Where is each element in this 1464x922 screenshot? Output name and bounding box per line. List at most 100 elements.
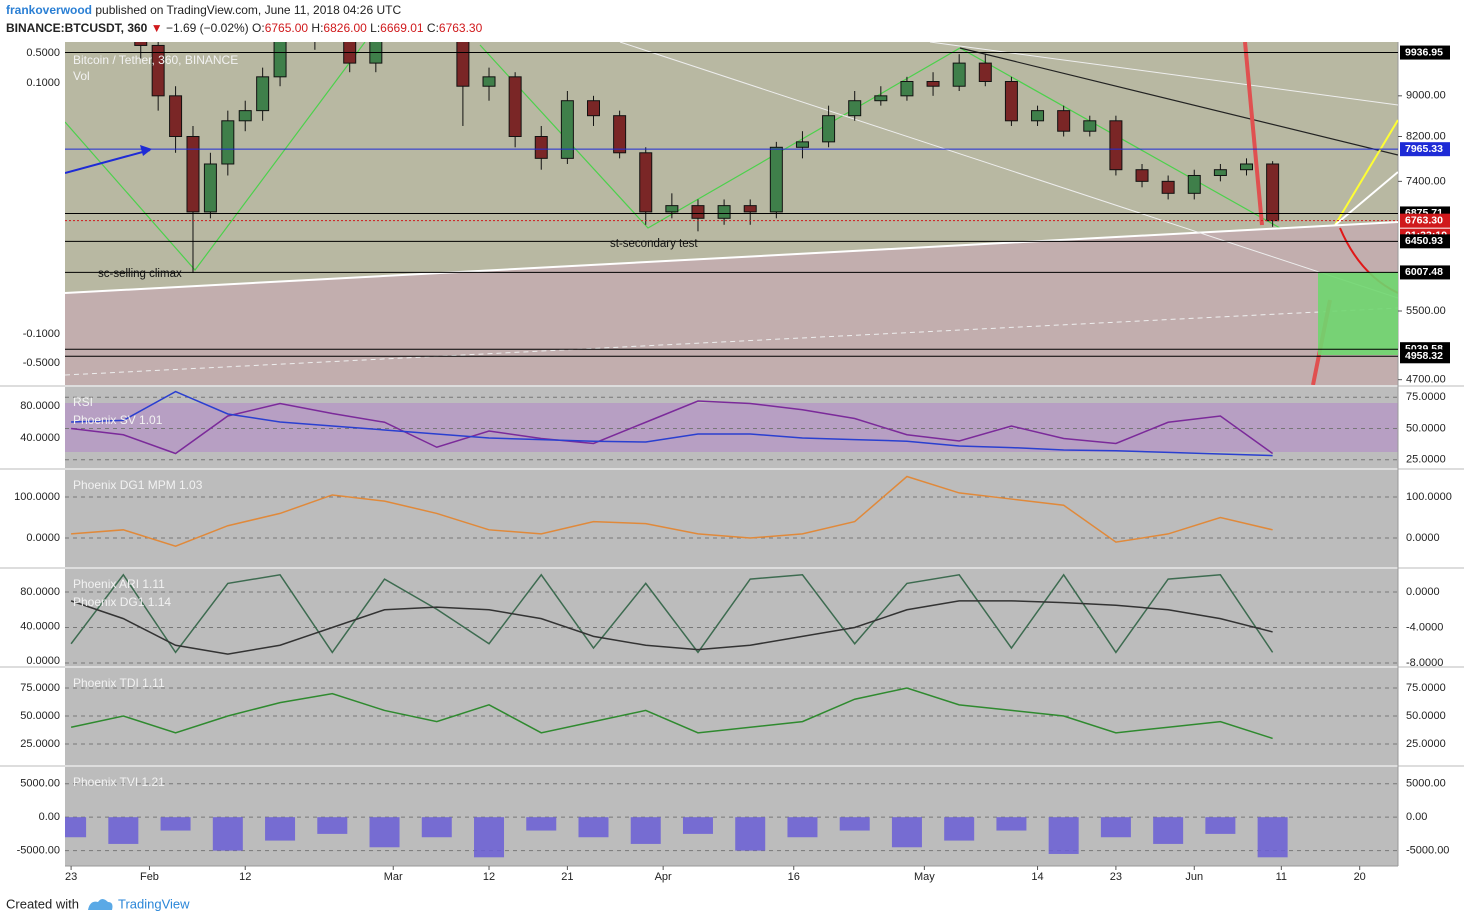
series-line bbox=[70, 687, 1273, 740]
bar bbox=[474, 817, 505, 858]
price-tag-label: 6763.30 bbox=[1405, 214, 1443, 226]
y-tick-label-left: 5000.00 bbox=[20, 778, 60, 790]
price-panel bbox=[65, 8, 1398, 357]
legend-entry: Phoenix SV 1.01 bbox=[73, 413, 163, 427]
bar bbox=[1153, 817, 1184, 844]
bar bbox=[317, 817, 348, 834]
bar bbox=[839, 817, 870, 831]
candle-body bbox=[508, 76, 522, 137]
y-tick-label: -8.0000 bbox=[1406, 657, 1443, 669]
tvi-panel bbox=[65, 783, 1398, 858]
chart-title: Bitcoin / Tether, 360, BINANCE bbox=[73, 53, 238, 67]
price-tag-label: 9936.95 bbox=[1405, 46, 1443, 58]
brand[interactable]: TradingView bbox=[118, 896, 190, 911]
low: 6669.01 bbox=[380, 21, 424, 35]
candle-body bbox=[186, 135, 200, 213]
series-line bbox=[71, 475, 1273, 548]
lower-zone bbox=[65, 222, 1398, 385]
open-label: O: bbox=[252, 21, 265, 35]
bar bbox=[421, 817, 452, 838]
y-tick-label: 5500.00 bbox=[1406, 305, 1446, 317]
candle-body bbox=[1031, 110, 1045, 122]
y-tick-label: 7400.00 bbox=[1406, 175, 1446, 187]
symbol-line: BINANCE:BTCUSDT, 360 ▼ −1.69 (−0.02%) O:… bbox=[6, 21, 483, 35]
candle-body bbox=[256, 76, 270, 112]
candle-body bbox=[1004, 81, 1018, 122]
x-tick-label: 11 bbox=[1276, 871, 1287, 883]
y-tick-label: 100.0000 bbox=[1406, 491, 1452, 503]
bar bbox=[1257, 817, 1288, 858]
x-tick-label: 16 bbox=[788, 871, 800, 883]
axes: 9000.00 8200.00 7400.00 5500.00 4700.00 9936.… bbox=[14, 45, 1452, 883]
x-tick-label: 12 bbox=[239, 871, 251, 883]
author[interactable]: frankoverwood bbox=[6, 3, 92, 17]
candle-body bbox=[1240, 163, 1254, 171]
candle-body bbox=[717, 205, 731, 219]
x-tick-label: Apr bbox=[655, 871, 672, 883]
down-arrow: ▼ bbox=[151, 21, 163, 35]
bar bbox=[996, 817, 1027, 831]
candle-body bbox=[431, 8, 443, 16]
bar bbox=[682, 817, 713, 834]
bar bbox=[65, 817, 87, 838]
y2-tick-label: 80.0000 bbox=[20, 586, 60, 598]
left-axis-label: -0.1000 bbox=[23, 328, 60, 340]
target-box bbox=[1318, 272, 1398, 355]
high-label: H: bbox=[311, 21, 323, 35]
low-label: L: bbox=[370, 21, 380, 35]
candle-body bbox=[482, 76, 496, 87]
candle-body bbox=[273, 42, 287, 78]
symbol: BINANCE:BTCUSDT, 360 bbox=[6, 21, 148, 35]
candle-body bbox=[151, 44, 165, 97]
bar bbox=[265, 817, 296, 841]
y-tick-label: 8200.00 bbox=[1406, 130, 1446, 142]
y-tick-label: 75.0000 bbox=[1406, 682, 1446, 694]
y-tick-label-left: -5000.00 bbox=[17, 845, 60, 857]
candle-body bbox=[978, 62, 992, 83]
bar bbox=[108, 817, 139, 844]
y-tick-label: 5000.00 bbox=[1406, 778, 1446, 790]
x-tick-label: 23 bbox=[1110, 871, 1122, 883]
candle-body bbox=[639, 152, 653, 213]
y2-tick-label: 40.0000 bbox=[20, 432, 60, 444]
candle-body bbox=[534, 135, 548, 159]
logo bbox=[88, 899, 113, 910]
left-axis-bg bbox=[0, 42, 65, 866]
trend-line bbox=[65, 307, 1398, 376]
series-line bbox=[71, 400, 1274, 455]
volume-label: Vol bbox=[73, 69, 90, 83]
price-tag-label: 6450.93 bbox=[1405, 235, 1443, 247]
candle-body bbox=[238, 110, 252, 122]
legend-entry: Phoenix TDI 1.11 bbox=[73, 676, 165, 690]
bar bbox=[787, 817, 818, 838]
legend-entry: Phoenix ARI 1.11 bbox=[73, 577, 165, 591]
arrow-head bbox=[140, 145, 152, 156]
price-tag-label: 7965.33 bbox=[1405, 143, 1443, 155]
trend-line bbox=[959, 47, 1398, 156]
projection bbox=[1334, 119, 1398, 226]
y-tick-label: 50.0000 bbox=[1406, 710, 1446, 722]
left-axis-label: -0.5000 bbox=[23, 357, 60, 369]
candle-body bbox=[1109, 120, 1123, 171]
price-tag bbox=[1400, 349, 1450, 364]
y-tick-label-left: 100.0000 bbox=[14, 491, 60, 503]
x-tick-label: 12 bbox=[483, 871, 495, 883]
x-tick-label: 14 bbox=[1031, 871, 1043, 883]
trend-line bbox=[619, 42, 1398, 299]
candle-body bbox=[221, 120, 235, 165]
projection bbox=[1334, 171, 1398, 226]
price-tag-label: 4958.32 bbox=[1405, 350, 1443, 362]
candle-body bbox=[1135, 169, 1149, 182]
candle-body bbox=[743, 205, 757, 213]
bar bbox=[944, 817, 975, 841]
bar bbox=[212, 817, 243, 851]
candle-body bbox=[952, 62, 966, 87]
candle-body bbox=[795, 141, 809, 148]
series-line bbox=[71, 390, 1273, 457]
high: 6826.00 bbox=[323, 21, 367, 35]
x-tick-label: May bbox=[914, 871, 935, 883]
rsi-panel bbox=[65, 390, 1398, 461]
candle-body bbox=[586, 100, 600, 117]
bar bbox=[630, 817, 661, 844]
